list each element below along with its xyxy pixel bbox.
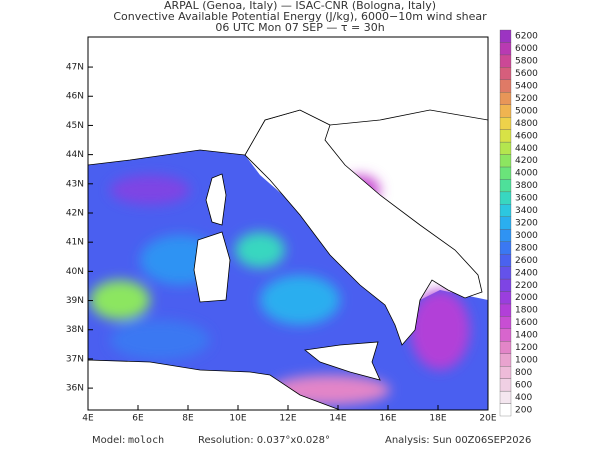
y-tick-label: 41N [66,238,84,248]
footer-resolution: Resolution: 0.037°x0.028° [198,435,330,446]
colorbar-label: 600 [515,380,532,390]
colorbar-swatch [499,67,512,80]
africa-land [88,359,341,410]
colorbar-label: 3800 [515,181,538,191]
y-tick-label: 44N [66,150,84,160]
colorbar-swatch [499,29,512,43]
title-line: Convective Available Potential Energy (J… [113,10,487,23]
footer-model: moloch [128,435,164,446]
y-tick-label: 38N [66,325,84,335]
colorbar-label: 5600 [515,69,538,79]
colorbar-label: 2600 [515,256,538,266]
y-tick-label: 37N [66,354,84,364]
colorbar-label: 1000 [515,355,538,365]
x-tick-label: 18E [429,414,446,424]
colorbar-label: 1400 [515,331,538,341]
colorbar-label: 200 [515,405,532,415]
colorbar-swatch [499,353,512,367]
y-tick-label: 42N [66,208,84,218]
footer-analysis: Analysis: Sun 00Z06SEP2026 [385,435,531,446]
colorbar-label: 4600 [515,131,538,141]
colorbar-swatch [499,390,512,404]
y-tick-label: 36N [66,384,84,394]
colorbar-label: 6200 [515,32,538,42]
colorbar-swatch [499,216,512,230]
x-tick-label: 6E [132,414,144,424]
colorbar-swatch [499,191,512,205]
x-tick-label: 12E [279,414,296,424]
y-tick-label: 46N [66,92,84,102]
colorbar-swatch [499,79,512,93]
north-land [88,37,488,166]
colorbar-swatch [499,92,512,105]
colorbar-swatch [499,117,512,130]
colorbar-label: 4800 [515,119,538,129]
colorbar-swatch [499,54,512,68]
corsica [205,173,227,226]
colorbar-swatch [499,129,512,143]
colorbar-swatch [499,241,512,255]
colorbar-label: 5000 [515,106,538,116]
colorbar-label: 2200 [515,281,538,291]
y-tick-label: 40N [66,267,84,277]
sardinia [193,231,231,303]
colorbar-swatch [499,42,512,56]
colorbar-label: 3600 [515,194,538,204]
colorbar-label: 2400 [515,268,538,278]
colorbar-swatch [499,104,512,118]
colorbar-label: 5200 [515,94,538,104]
colorbar-swatch [499,253,512,267]
y-tick-label: 39N [66,296,84,306]
x-tick-label: 4E [82,414,94,424]
colorbar-label: 6000 [515,44,538,54]
colorbar-swatch [499,266,512,280]
colorbar-label: 1800 [515,306,538,316]
colorbar-label: 5800 [515,57,538,67]
x-tick-label: 20E [479,414,496,424]
x-tick-label: 14E [329,414,346,424]
colorbar-label: 800 [515,368,532,378]
colorbar-label: 400 [515,393,532,403]
colorbar-swatch [499,291,512,305]
x-tick-label: 8E [182,414,194,424]
colorbar-label: 3200 [515,219,538,229]
colorbar-swatch [499,316,512,329]
colorbar-swatch [499,378,512,392]
colorbar-swatch [499,328,512,342]
italy-land [244,109,483,346]
colorbar-swatch [499,141,512,155]
map-field [88,37,488,410]
colorbar-swatch [499,179,512,193]
y-tick-label: 45N [66,121,84,131]
title-line: 06 UTC Mon 07 SEP — τ = 30h [215,21,384,34]
y-tick-label: 43N [66,179,84,189]
colorbar-label: 5400 [515,82,538,92]
colorbar-swatch [499,366,512,379]
title-line: ARPAL (Genoa, Italy) — ISAC-CNR (Bologna… [164,0,436,12]
colorbar-swatch [499,229,512,242]
colorbar-label: 1200 [515,343,538,353]
colorbar-label: 3400 [515,206,538,216]
colorbar-label: 1600 [515,318,538,328]
colorbar-label: 4400 [515,144,538,154]
colorbar-swatch [499,303,512,317]
x-tick-label: 16E [379,414,396,424]
colorbar-label: 4200 [515,156,538,166]
colorbar-label: 3000 [515,231,538,241]
x-tick-label: 10E [229,414,246,424]
y-tick-label: 47N [66,63,84,73]
colorbar-label: 4000 [515,169,538,179]
colorbar-swatch [499,278,512,292]
colorbar-swatch [499,341,512,354]
colorbar-swatch [499,204,512,217]
colorbar-swatch [499,166,512,180]
colorbar-label: 2000 [515,293,538,303]
colorbar-swatch [499,403,512,417]
colorbar-swatch [499,154,512,168]
sicily [304,341,381,381]
colorbar-label: 2800 [515,243,538,253]
footer-model-label: Model: [92,435,125,446]
